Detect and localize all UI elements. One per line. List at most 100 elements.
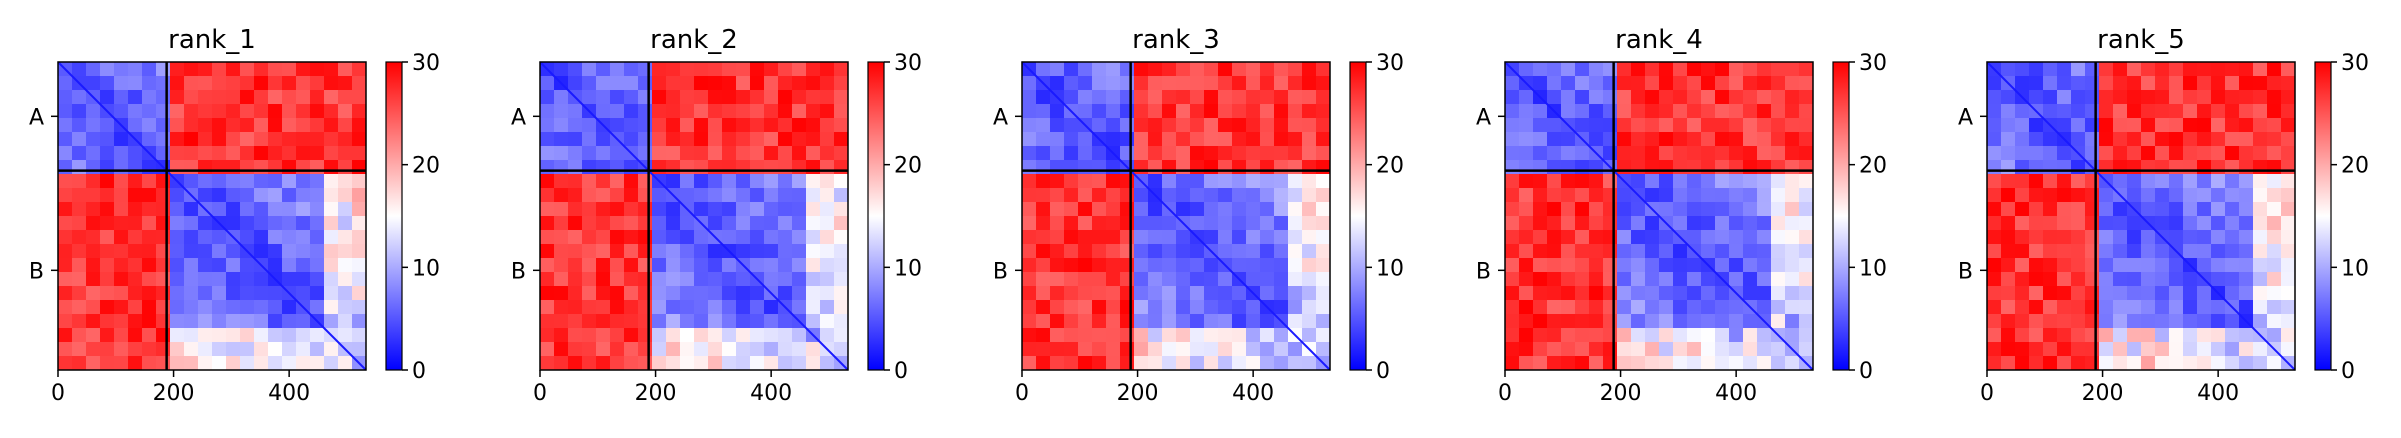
- heatmap-cell: [1729, 300, 1744, 315]
- heatmap-cell: [1533, 160, 1548, 175]
- heatmap-cell: [1120, 118, 1135, 133]
- heatmap-cell: [1729, 146, 1744, 161]
- heatmap-cell: [1022, 230, 1037, 245]
- heatmap-cell: [1316, 62, 1331, 77]
- heatmap-cell: [1561, 76, 1576, 91]
- heatmap-cell: [1050, 202, 1065, 217]
- heatmap-cell: [1987, 216, 2002, 231]
- heatmap-cell: [2253, 314, 2268, 329]
- heatmap-cell: [1050, 272, 1065, 287]
- heatmap-cell: [1799, 174, 1814, 189]
- heatmap-cell: [1106, 328, 1121, 343]
- heatmap-cell: [2281, 286, 2296, 301]
- heatmap-cell: [624, 90, 639, 105]
- heatmap-cell: [128, 356, 143, 371]
- heatmap-cell: [1547, 90, 1562, 105]
- heatmap-cell: [1260, 328, 1275, 343]
- heatmap-cell: [1505, 230, 1520, 245]
- heatmap-cell: [624, 314, 639, 329]
- heatmap-cell: [1687, 258, 1702, 273]
- heatmap-cell: [1729, 342, 1744, 357]
- heatmap-cell: [1064, 356, 1079, 371]
- heatmap-cell: [2281, 118, 2296, 133]
- heatmap-cell: [1645, 356, 1660, 371]
- heatmap-cell: [1162, 160, 1177, 175]
- heatmap-cell: [1288, 90, 1303, 105]
- heatmap-cell: [1190, 118, 1205, 133]
- heatmap-cell: [1246, 118, 1261, 133]
- heatmap-cell: [2001, 258, 2016, 273]
- heatmap-cell: [666, 90, 681, 105]
- heatmap-cell: [352, 342, 367, 357]
- heatmap-cell: [226, 356, 241, 371]
- heatmap-cell: [736, 272, 751, 287]
- heatmap-cell: [1785, 230, 1800, 245]
- heatmap-cell: [1092, 328, 1107, 343]
- heatmap-cell: [666, 146, 681, 161]
- heatmap-cell: [86, 356, 101, 371]
- heatmap-cell: [2113, 118, 2128, 133]
- heatmap-cell: [820, 328, 835, 343]
- heatmap-cell: [212, 104, 227, 119]
- heatmap-cell: [1603, 300, 1618, 315]
- heatmap-cell: [100, 62, 115, 77]
- heatmap-cell: [1687, 314, 1702, 329]
- heatmap-cell: [596, 160, 611, 175]
- heatmap-cell: [694, 146, 709, 161]
- heatmap-cell: [114, 62, 129, 77]
- heatmap-cell: [2281, 300, 2296, 315]
- heatmap-cell: [1134, 230, 1149, 245]
- heatmap-cell: [2169, 286, 2184, 301]
- heatmap-cell: [834, 202, 849, 217]
- heatmap-cell: [240, 90, 255, 105]
- heatmap-cell: [778, 118, 793, 133]
- heatmap-cell: [324, 104, 339, 119]
- heatmap-cell: [1645, 244, 1660, 259]
- heatmap-cell: [2099, 258, 2114, 273]
- heatmap-cell: [1218, 160, 1233, 175]
- heatmap-cell: [1757, 188, 1772, 203]
- heatmap-cell: [708, 272, 723, 287]
- heatmap-cell: [128, 328, 143, 343]
- heatmap-cell: [736, 188, 751, 203]
- heatmap-cell: [1162, 132, 1177, 147]
- heatmap-cell: [100, 90, 115, 105]
- heatmap-cell: [1218, 202, 1233, 217]
- heatmap-cell: [624, 174, 639, 189]
- heatmap-cell: [1701, 174, 1716, 189]
- heatmap-cell: [212, 174, 227, 189]
- heatmap-cell: [226, 286, 241, 301]
- heatmap-cell: [1232, 104, 1247, 119]
- heatmap-cell: [2267, 216, 2282, 231]
- heatmap-cell: [2001, 286, 2016, 301]
- heatmap-cell: [1232, 244, 1247, 259]
- heatmap-cell: [1561, 300, 1576, 315]
- heatmap-cell: [2099, 62, 2114, 77]
- heatmap-cell: [694, 174, 709, 189]
- heatmap-cell: [100, 160, 115, 175]
- heatmap-cell: [2197, 216, 2212, 231]
- diagonal-line: [1504, 61, 1814, 371]
- heatmap-cell: [2281, 244, 2296, 259]
- heatmap-cell: [1987, 118, 2002, 133]
- heatmap-cell: [198, 146, 213, 161]
- heatmap-cell: [2001, 160, 2016, 175]
- heatmap-cell: [170, 62, 185, 77]
- heatmap-cell: [1631, 146, 1646, 161]
- heatmap-cell: [1603, 104, 1618, 119]
- heatmap-cell: [1519, 104, 1534, 119]
- heatmap-cell: [226, 90, 241, 105]
- heatmap-cell: [1288, 272, 1303, 287]
- heatmap-cell: [680, 328, 695, 343]
- heatmap-cell: [750, 76, 765, 91]
- heatmap-cell: [114, 272, 129, 287]
- heatmap-cell: [1316, 216, 1331, 231]
- heatmap-cell: [1729, 188, 1744, 203]
- heatmap-cell: [2253, 216, 2268, 231]
- heatmap-cell: [1050, 342, 1065, 357]
- heatmap-cell: [1687, 160, 1702, 175]
- heatmap-cell: [750, 174, 765, 189]
- heatmap-cell: [198, 160, 213, 175]
- heatmap-cell: [1064, 76, 1079, 91]
- heatmap-cell: [2183, 104, 2198, 119]
